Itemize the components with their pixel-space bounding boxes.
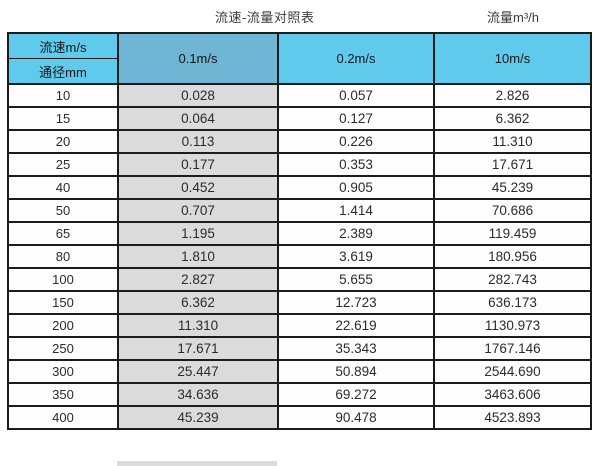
header-row-diameter: 通径mm xyxy=(7,58,591,85)
flow-value-cell: 5.655 xyxy=(277,267,435,292)
column-header-10ms: 10m/s xyxy=(433,32,592,85)
flow-value-cell: 0.353 xyxy=(277,152,435,177)
flow-value-cell: 11.310 xyxy=(433,129,592,154)
table-row: 20 0.113 0.226 11.310 xyxy=(7,129,592,154)
flow-value-cell: 1.195 xyxy=(117,221,279,246)
diameter-cell: 80 xyxy=(7,244,119,269)
flow-value-cell: 12.723 xyxy=(277,290,435,315)
header-row-velocity: 流速m/s 0.1m/s 0.2m/s 10m/s xyxy=(7,32,592,85)
table-row: 350 34.636 69.272 3463.606 xyxy=(7,382,592,407)
diameter-cell: 200 xyxy=(7,313,119,338)
flow-value-cell: 25.447 xyxy=(117,359,279,384)
corner-diameter-label: 通径mm xyxy=(7,58,119,85)
flow-value-cell: 50.894 xyxy=(277,359,435,384)
flow-value-cell: 2.827 xyxy=(117,267,279,292)
flow-conversion-table: 流速m/s 0.1m/s 0.2m/s 10m/s 通径mm 10 0.028 0.… xyxy=(7,32,592,430)
table-row: 40 0.452 0.905 45.239 xyxy=(7,175,592,200)
table-header: 流速m/s 0.1m/s 0.2m/s 10m/s 通径mm xyxy=(7,32,592,85)
table-row: 10 0.028 0.057 2.826 xyxy=(7,83,592,108)
flow-value-cell: 1130.973 xyxy=(433,313,592,338)
flow-value-cell: 6.362 xyxy=(433,106,592,131)
diameter-cell: 15 xyxy=(7,106,119,131)
flow-value-cell: 0.905 xyxy=(277,175,435,200)
diameter-cell: 100 xyxy=(7,267,119,292)
flow-value-cell: 17.671 xyxy=(117,336,279,361)
flow-value-cell: 2544.690 xyxy=(433,359,592,384)
table-row: 25 0.177 0.353 17.671 xyxy=(7,152,592,177)
flow-value-cell: 0.057 xyxy=(277,83,435,108)
flow-value-cell: 119.459 xyxy=(433,221,592,246)
table-row: 80 1.810 3.619 180.956 xyxy=(7,244,592,269)
flow-value-cell: 2.389 xyxy=(277,221,435,246)
flow-value-cell: 1.810 xyxy=(117,244,279,269)
table-row: 65 1.195 2.389 119.459 xyxy=(7,221,592,246)
diameter-cell: 65 xyxy=(7,221,119,246)
flow-value-cell: 1767.146 xyxy=(433,336,592,361)
diameter-cell: 25 xyxy=(7,152,119,177)
flow-value-cell: 11.310 xyxy=(117,313,279,338)
flow-value-cell: 45.239 xyxy=(117,405,279,430)
flow-value-cell: 70.686 xyxy=(433,198,592,223)
diameter-cell: 250 xyxy=(7,336,119,361)
flow-value-cell: 282.743 xyxy=(433,267,592,292)
flow-value-cell: 45.239 xyxy=(433,175,592,200)
table-body: 10 0.028 0.057 2.826 15 0.064 0.127 6.362 20 0.11… xyxy=(7,83,592,430)
title-bar: 流速-流量对照表 流量m³/h xyxy=(0,0,600,32)
flow-value-cell: 1.414 xyxy=(277,198,435,223)
flow-value-cell: 35.343 xyxy=(277,336,435,361)
flow-value-cell: 6.362 xyxy=(117,290,279,315)
flow-unit-label: 流量m³/h xyxy=(487,10,540,25)
flow-value-cell: 17.671 xyxy=(433,152,592,177)
diameter-cell: 10 xyxy=(7,83,119,108)
diameter-cell: 40 xyxy=(7,175,119,200)
flow-value-cell: 3463.606 xyxy=(433,382,592,407)
flow-value-cell: 4523.893 xyxy=(433,405,592,430)
table-row: 250 17.671 35.343 1767.146 xyxy=(7,336,592,361)
table-row: 50 0.707 1.414 70.686 xyxy=(7,198,592,223)
flow-value-cell: 34.636 xyxy=(117,382,279,407)
table-row: 150 6.362 12.723 636.173 xyxy=(7,290,592,315)
flow-value-cell: 0.113 xyxy=(117,129,279,154)
page-title: 流速-流量对照表 xyxy=(215,10,315,25)
table-row: 300 25.447 50.894 2544.690 xyxy=(7,359,592,384)
corner-velocity-label: 流速m/s xyxy=(7,32,119,59)
flow-value-cell: 69.272 xyxy=(277,382,435,407)
diameter-cell: 350 xyxy=(7,382,119,407)
flow-value-cell: 90.478 xyxy=(277,405,435,430)
flow-value-cell: 3.619 xyxy=(277,244,435,269)
flow-value-cell: 0.226 xyxy=(277,129,435,154)
diameter-cell: 50 xyxy=(7,198,119,223)
flow-value-cell: 0.452 xyxy=(117,175,279,200)
table-row: 100 2.827 5.655 282.743 xyxy=(7,267,592,292)
diameter-cell: 300 xyxy=(7,359,119,384)
diameter-cell: 400 xyxy=(7,405,119,430)
flow-value-cell: 636.173 xyxy=(433,290,592,315)
table-row: 400 45.239 90.478 4523.893 xyxy=(7,405,592,430)
column-header-0-2ms: 0.2m/s xyxy=(277,32,435,85)
diameter-cell: 20 xyxy=(7,129,119,154)
column-header-0-1ms: 0.1m/s xyxy=(117,32,279,85)
flow-value-cell: 0.064 xyxy=(117,106,279,131)
flow-value-cell: 22.619 xyxy=(277,313,435,338)
flow-value-cell: 0.707 xyxy=(117,198,279,223)
flow-value-cell: 180.956 xyxy=(433,244,592,269)
table-row: 200 11.310 22.619 1130.973 xyxy=(7,313,592,338)
flow-value-cell: 0.177 xyxy=(117,152,279,177)
diameter-cell: 150 xyxy=(7,290,119,315)
flow-value-cell: 0.028 xyxy=(117,83,279,108)
table-row: 15 0.064 0.127 6.362 xyxy=(7,106,592,131)
flow-value-cell: 0.127 xyxy=(277,106,435,131)
flow-value-cell: 2.826 xyxy=(433,83,592,108)
highlight-column-tail xyxy=(117,461,277,466)
